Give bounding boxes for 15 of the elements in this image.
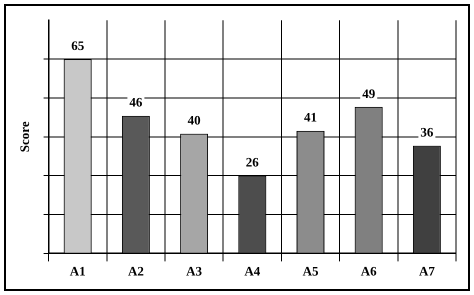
- data-label: 26: [246, 154, 260, 170]
- y-axis-title: Score: [17, 121, 32, 152]
- x-tick-label: A4: [244, 264, 261, 279]
- x-tick-label: A7: [418, 264, 436, 279]
- x-tick-label: A3: [186, 264, 203, 279]
- data-label: 65: [71, 38, 85, 53]
- x-tick-label: A2: [128, 264, 144, 279]
- x-tick-label: A6: [360, 264, 378, 279]
- data-label: 46: [129, 94, 143, 110]
- data-label: 41: [304, 110, 317, 125]
- data-label: 36: [420, 124, 434, 140]
- data-label: 49: [362, 86, 376, 101]
- x-tick-label: A5: [302, 264, 319, 279]
- x-tick-label: A1: [70, 264, 86, 279]
- data-label: 40: [188, 112, 201, 128]
